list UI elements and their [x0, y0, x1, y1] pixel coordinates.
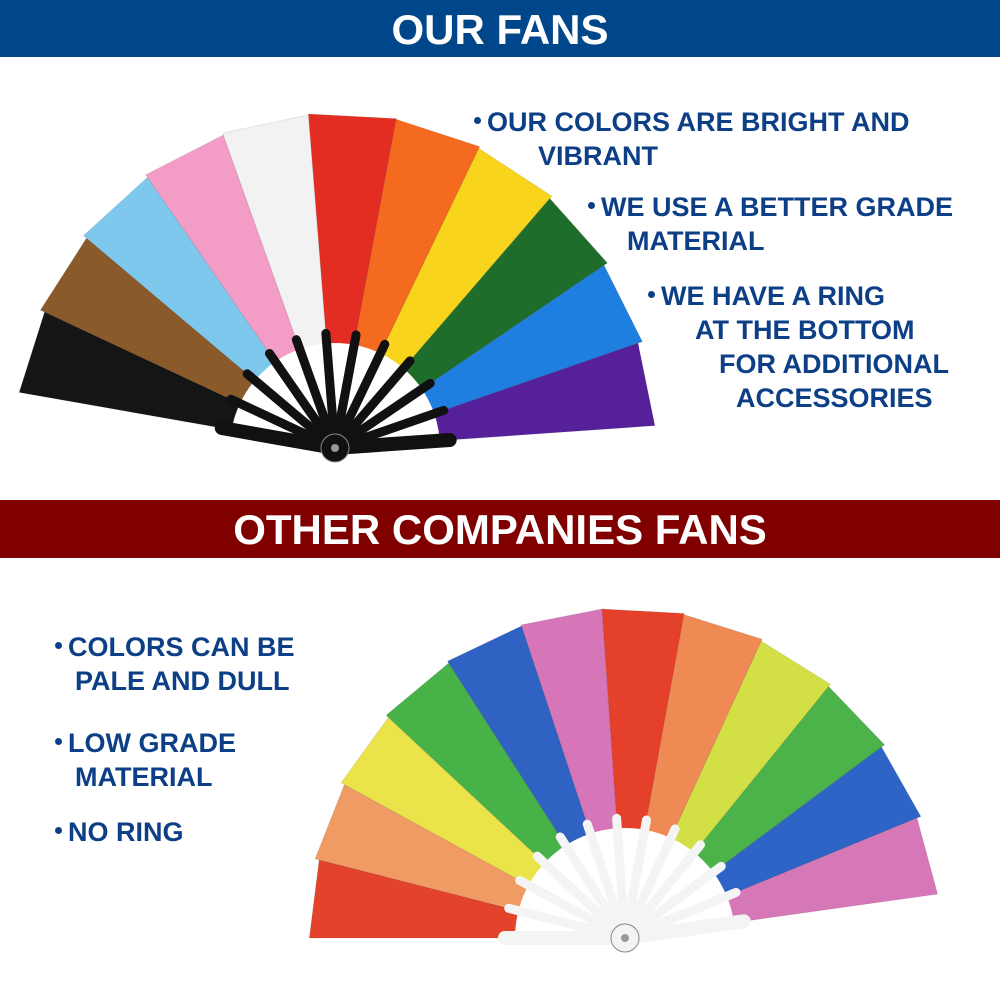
fan-rib	[620, 840, 706, 943]
fan-rib	[264, 348, 340, 453]
fan-rib	[620, 861, 726, 943]
bottom-bullet-2: LOW GRADE MATERIAL	[55, 726, 236, 794]
fan-rib	[612, 813, 630, 943]
fan-rib	[618, 914, 751, 945]
fan-rib	[226, 394, 340, 453]
top-bullet-3: WE HAVE A RING AT THE BOTTOM FOR ADDITIO…	[648, 279, 949, 415]
other-companies-header: OTHER COMPANIES FANS	[0, 500, 1000, 558]
bullet-dot	[55, 827, 62, 835]
bullet-text: NO RING	[68, 817, 184, 847]
bullet-text: WE HAVE A RING	[661, 281, 886, 311]
fan-rib	[515, 875, 630, 943]
bullet-text: LOW GRADE	[68, 728, 236, 758]
fan-rib	[582, 819, 630, 943]
bottom-bullet-1: COLORS CAN BE PALE AND DULL	[55, 630, 295, 698]
bullet-dot	[55, 642, 62, 650]
fan-rib	[214, 421, 342, 455]
top-bullet-2: WE USE A BETTER GRADE MATERIAL	[588, 190, 953, 258]
bullet-dot	[588, 202, 595, 210]
bullet-dot	[648, 291, 655, 299]
fan-rivet	[621, 934, 629, 942]
other-fan	[308, 608, 939, 953]
fan-rib	[555, 832, 630, 943]
bullet-dot	[55, 738, 62, 746]
top-bullet-1: OUR COLORS ARE BRIGHT AND VIBRANT	[474, 105, 910, 173]
bottom-bullet-3: NO RING	[55, 815, 184, 849]
fan-rib	[620, 824, 680, 943]
fan-rib	[321, 328, 340, 453]
bullet-dot	[474, 117, 481, 125]
our-fans-header: OUR FANS	[0, 0, 1000, 57]
fan-rib	[328, 432, 457, 455]
fan-rivet	[331, 444, 339, 452]
fan-rib	[291, 335, 340, 453]
fan-rib	[330, 378, 435, 453]
fan-rib	[330, 356, 415, 453]
bullet-text: COLORS CAN BE	[68, 632, 295, 662]
bullet-text: MATERIAL	[627, 226, 765, 256]
fan-rib	[242, 369, 340, 453]
fan-rib	[504, 903, 630, 943]
fan-rib	[330, 339, 390, 453]
bullet-text: FOR ADDITIONAL	[719, 349, 949, 379]
bullet-text: ACCESSORIES	[736, 383, 933, 413]
fan-rib	[620, 815, 652, 943]
our-fan	[18, 113, 656, 463]
bullet-text: AT THE BOTTOM	[695, 315, 915, 345]
bullet-text: MATERIAL	[75, 762, 213, 792]
bullet-text: WE USE A BETTER GRADE	[601, 192, 954, 222]
fan-rib	[532, 851, 630, 943]
bullet-text: PALE AND DULL	[75, 666, 290, 696]
fan-rib	[330, 330, 361, 453]
bullet-text: VIBRANT	[538, 141, 658, 171]
bullet-text: OUR COLORS ARE BRIGHT AND	[487, 107, 910, 137]
